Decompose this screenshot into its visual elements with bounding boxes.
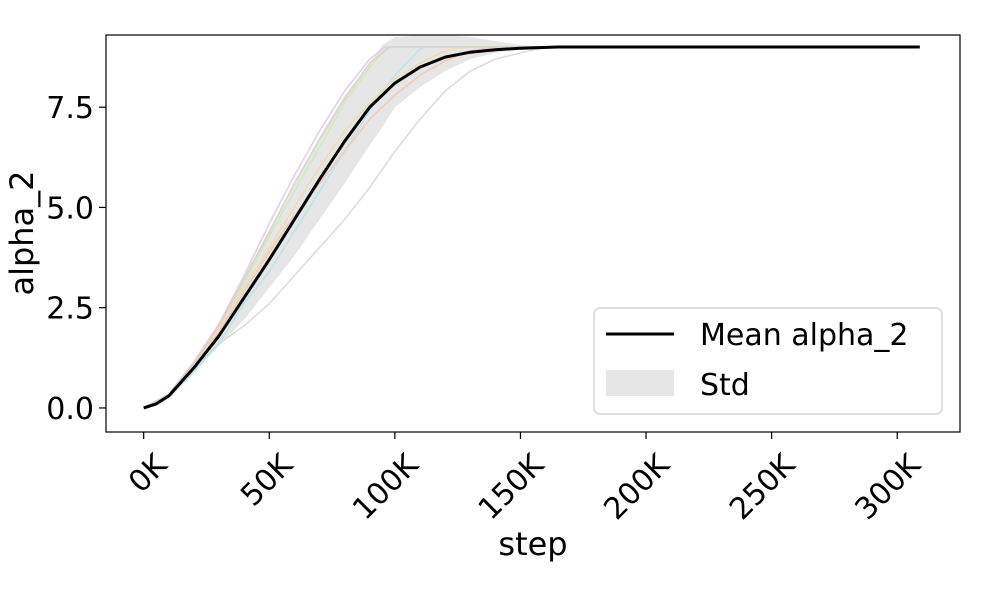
run-line-6 bbox=[143, 46, 920, 409]
y-tick-label: 2.5 bbox=[46, 292, 94, 327]
legend-box bbox=[593, 307, 943, 415]
x-tick-label: 250K bbox=[723, 447, 803, 527]
run-line-7 bbox=[143, 46, 920, 409]
run-line-2 bbox=[143, 46, 920, 409]
y-axis-ticks: 0.0 2.5 5.0 7.5 bbox=[46, 91, 106, 427]
mean-line bbox=[143, 45, 920, 410]
std-band-layer bbox=[143, 35, 559, 408]
std-band bbox=[143, 35, 559, 408]
x-tick-label: 100K bbox=[346, 447, 426, 527]
legend-std-label: Std bbox=[700, 368, 750, 403]
y-tick-label: 7.5 bbox=[46, 91, 94, 126]
legend: Mean alpha_2 Std bbox=[593, 307, 943, 415]
run-line-4 bbox=[143, 46, 920, 409]
x-tick-label: 150K bbox=[472, 447, 552, 527]
y-tick-label: 5.0 bbox=[46, 191, 94, 226]
plot-frame bbox=[105, 34, 961, 433]
mean-line-layer bbox=[143, 45, 920, 410]
x-tick-label: 300K bbox=[849, 447, 929, 527]
legend-std-swatch bbox=[606, 370, 674, 396]
x-tick-label: 50K bbox=[234, 447, 301, 514]
x-axis-ticks: 0K 50K 100K 150K 200K 250K 300K bbox=[122, 432, 929, 527]
y-axis-label: alpha_2 bbox=[3, 170, 41, 295]
y-tick-label: 0.0 bbox=[46, 392, 94, 427]
x-tick-label: 200K bbox=[597, 447, 677, 527]
x-axis-label: step bbox=[498, 525, 567, 563]
x-tick-label: 0K bbox=[122, 447, 175, 500]
legend-mean-label: Mean alpha_2 bbox=[700, 318, 909, 353]
